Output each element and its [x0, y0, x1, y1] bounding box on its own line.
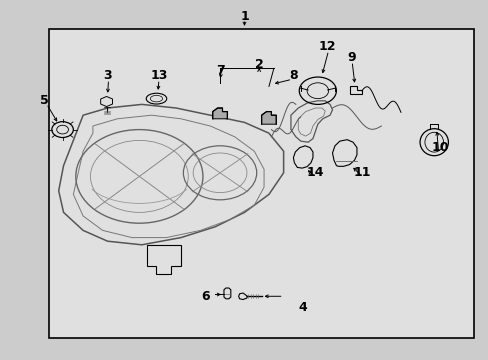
- Text: 11: 11: [352, 166, 370, 179]
- Text: 13: 13: [150, 69, 167, 82]
- FancyBboxPatch shape: [49, 29, 473, 338]
- Text: 4: 4: [298, 301, 307, 314]
- Text: 8: 8: [288, 69, 297, 82]
- Text: 5: 5: [40, 94, 48, 107]
- Text: 12: 12: [318, 40, 336, 53]
- Text: 14: 14: [306, 166, 324, 179]
- Text: 7: 7: [215, 64, 224, 77]
- Text: 10: 10: [430, 141, 448, 154]
- Text: 3: 3: [103, 69, 112, 82]
- Text: 1: 1: [240, 10, 248, 23]
- Polygon shape: [212, 108, 227, 119]
- Text: 9: 9: [347, 51, 356, 64]
- Text: 6: 6: [201, 291, 209, 303]
- Text: 2: 2: [254, 58, 263, 71]
- Polygon shape: [261, 112, 276, 124]
